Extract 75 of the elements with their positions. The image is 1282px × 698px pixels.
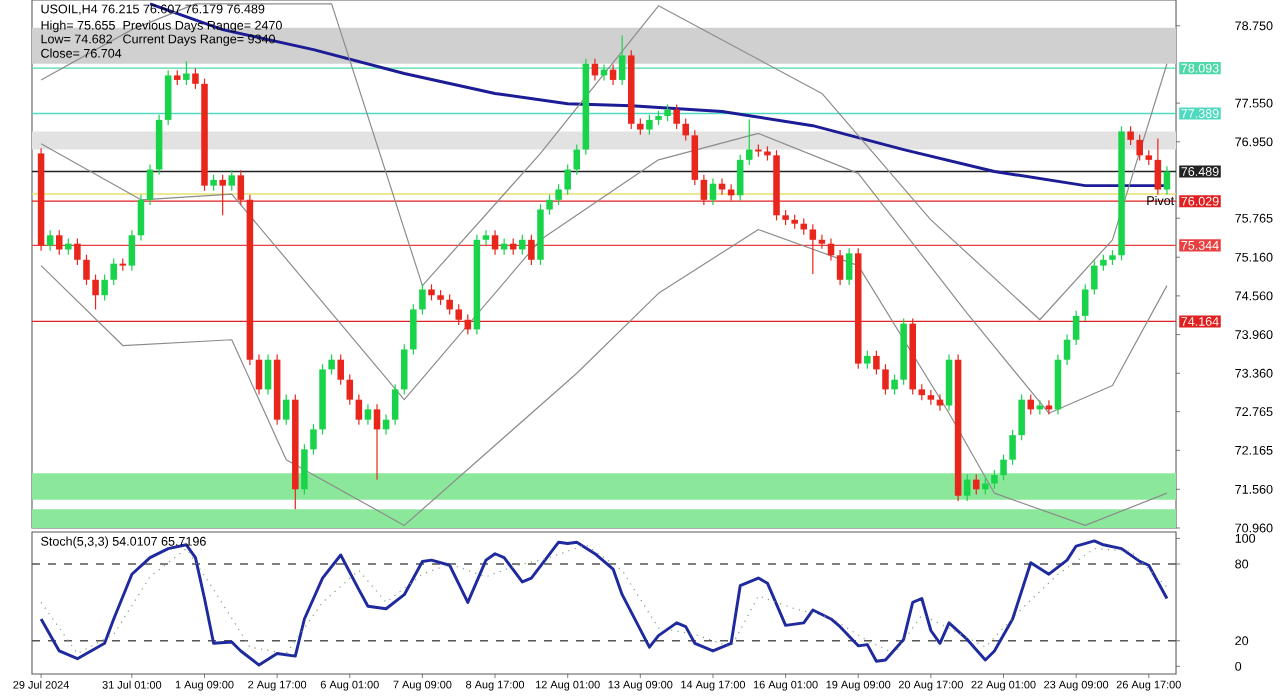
candlestick [146, 163, 154, 206]
candlestick [1081, 283, 1089, 322]
candlestick [746, 118, 753, 166]
candlestick [718, 177, 726, 196]
candlestick [328, 353, 335, 376]
candlestick [101, 274, 108, 302]
candlestick [564, 163, 571, 196]
candlestick [709, 177, 717, 206]
candlestick [192, 67, 199, 90]
candlestick [55, 229, 63, 256]
candlestick [337, 353, 344, 386]
candlestick [618, 34, 626, 86]
candlestick [682, 118, 689, 142]
candlestick [691, 129, 699, 186]
candlestick [400, 343, 408, 396]
candlestick [836, 249, 844, 286]
candlestick [736, 154, 744, 202]
candlestick [355, 393, 363, 426]
candlestick [528, 234, 535, 266]
candlestick [410, 303, 417, 356]
candlestick [555, 183, 562, 206]
candlestick [1127, 125, 1134, 146]
candlestick [264, 353, 272, 396]
candlestick [228, 169, 236, 192]
candlestick [391, 383, 399, 426]
candlestick [83, 254, 90, 286]
candlestick [110, 257, 117, 286]
candlestick [673, 103, 680, 130]
candlestick [482, 229, 490, 246]
candlestick [845, 247, 853, 286]
candlestick [1009, 429, 1016, 466]
candlestick [927, 389, 935, 406]
candlestick [1072, 310, 1080, 346]
candlestick [364, 403, 372, 426]
candlestick [891, 373, 898, 396]
candlestick [301, 443, 308, 496]
candlestick [1091, 259, 1098, 296]
candlestick [92, 274, 99, 311]
candlestick [609, 63, 617, 86]
candlestick [346, 373, 354, 406]
candlestick [1154, 137, 1162, 196]
candlestick [809, 223, 817, 275]
candlestick [1136, 134, 1143, 162]
line-series [40, 228, 1168, 527]
candlestick [1163, 165, 1171, 196]
candlestick [74, 237, 81, 266]
candlestick [519, 234, 526, 256]
candlestick [864, 350, 871, 370]
candlestick [282, 393, 290, 426]
candlestick [945, 353, 953, 412]
candlestick [310, 423, 317, 456]
candlestick [373, 403, 381, 481]
candlestick [446, 294, 453, 316]
candlestick [137, 194, 145, 242]
candlestick [973, 473, 980, 496]
candlestick [255, 353, 263, 396]
candlestick [164, 69, 172, 126]
candlestick [963, 473, 971, 502]
candlestick [646, 114, 653, 136]
candlestick [183, 60, 190, 86]
candlestick [873, 350, 880, 376]
candlestick [419, 283, 426, 316]
candlestick [128, 229, 136, 272]
candlestick [573, 143, 581, 176]
candlestick [491, 229, 499, 256]
candlestick [546, 194, 553, 216]
candlestick [1063, 333, 1071, 366]
candlestick [882, 363, 889, 396]
candlestick [1045, 399, 1053, 416]
candlestick [991, 469, 998, 490]
candlestick [1018, 393, 1025, 441]
candlestick [1027, 393, 1035, 416]
candlestick [818, 234, 826, 250]
candlestick [46, 229, 54, 252]
candlestick [1000, 453, 1007, 481]
